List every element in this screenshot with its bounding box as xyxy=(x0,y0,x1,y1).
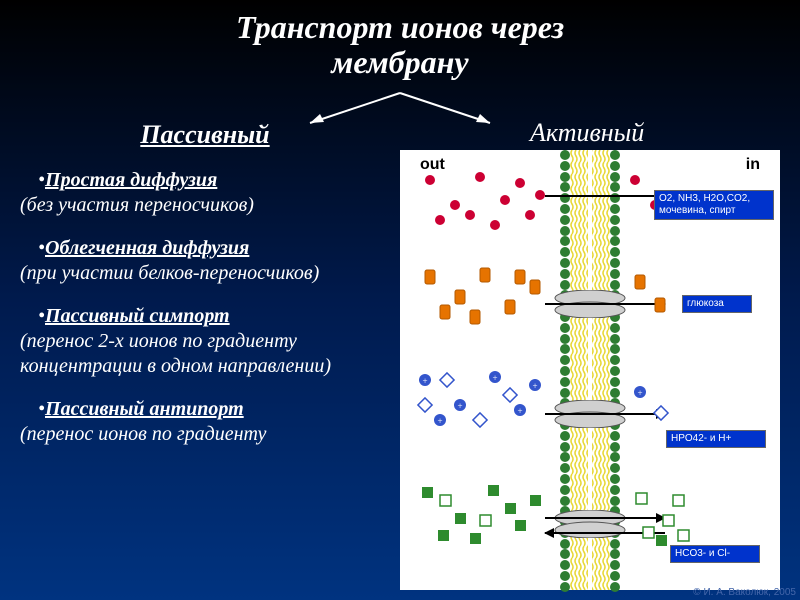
item-sub: (перенос ионов по градиенту xyxy=(20,422,390,447)
item-head: Пассивный антипорт xyxy=(45,398,244,420)
box-diffusion: О2, NH3, H2O,CO2, мочевина, спирт xyxy=(654,190,774,220)
item-facilitated-diffusion: •Облегченная диффузия (при участии белко… xyxy=(20,236,390,286)
svg-text:+: + xyxy=(492,373,497,383)
credit: © И. А. Ваколюк, 2005 xyxy=(693,587,796,598)
item-passive-symport: •Пассивный симпорт (перенос 2-х ионов по… xyxy=(20,304,390,379)
svg-text:+: + xyxy=(457,401,462,411)
box-symport: HPO42- и H+ xyxy=(666,430,766,448)
item-head: Облегченная диффузия xyxy=(45,237,249,259)
item-head: Пассивный симпорт xyxy=(45,305,230,327)
svg-text:+: + xyxy=(637,388,642,398)
molecules-glucose-in xyxy=(630,270,680,320)
molecules-symport-out: + + + + + + xyxy=(410,365,555,445)
svg-text:+: + xyxy=(517,406,522,416)
molecules-glucose-out xyxy=(415,260,555,330)
svg-text:+: + xyxy=(532,381,537,391)
item-head: Простая диффузия xyxy=(45,169,217,191)
item-sub: (без участия переносчиков) xyxy=(20,193,390,218)
title-line2: мембрану xyxy=(331,44,468,80)
item-passive-antiport: •Пассивный антипорт (перенос ионов по гр… xyxy=(20,397,390,447)
slide-title: Транспорт ионов через мембрану xyxy=(0,0,800,80)
svg-text:+: + xyxy=(422,376,427,386)
passive-heading: Пассивный xyxy=(20,120,390,150)
item-simple-diffusion: •Простая диффузия (без участия переносчи… xyxy=(20,168,390,218)
molecules-antiport-out xyxy=(410,475,555,560)
molecules-symport-in: + xyxy=(628,380,688,435)
active-heading: Активный xyxy=(530,118,644,148)
item-sub: (перенос 2-х ионов по градиенту концентр… xyxy=(20,329,390,379)
in-label: in xyxy=(746,156,760,174)
molecules-diffusion-out xyxy=(410,165,550,235)
title-line1: Транспорт ионов через xyxy=(236,9,564,45)
membrane-diagram: out in xyxy=(400,150,780,590)
box-antiport: HCO3- и Cl- xyxy=(670,545,760,563)
box-glucose: глюкоза xyxy=(682,295,752,313)
item-sub: при участии белков-переносчиков) xyxy=(27,262,320,284)
passive-column: Пассивный •Простая диффузия (без участия… xyxy=(20,120,390,447)
svg-text:+: + xyxy=(437,416,442,426)
